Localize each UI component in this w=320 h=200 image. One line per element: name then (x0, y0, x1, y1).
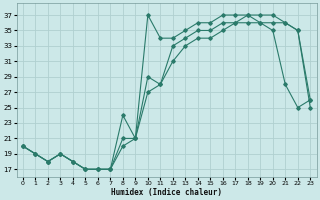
X-axis label: Humidex (Indice chaleur): Humidex (Indice chaleur) (111, 188, 222, 197)
